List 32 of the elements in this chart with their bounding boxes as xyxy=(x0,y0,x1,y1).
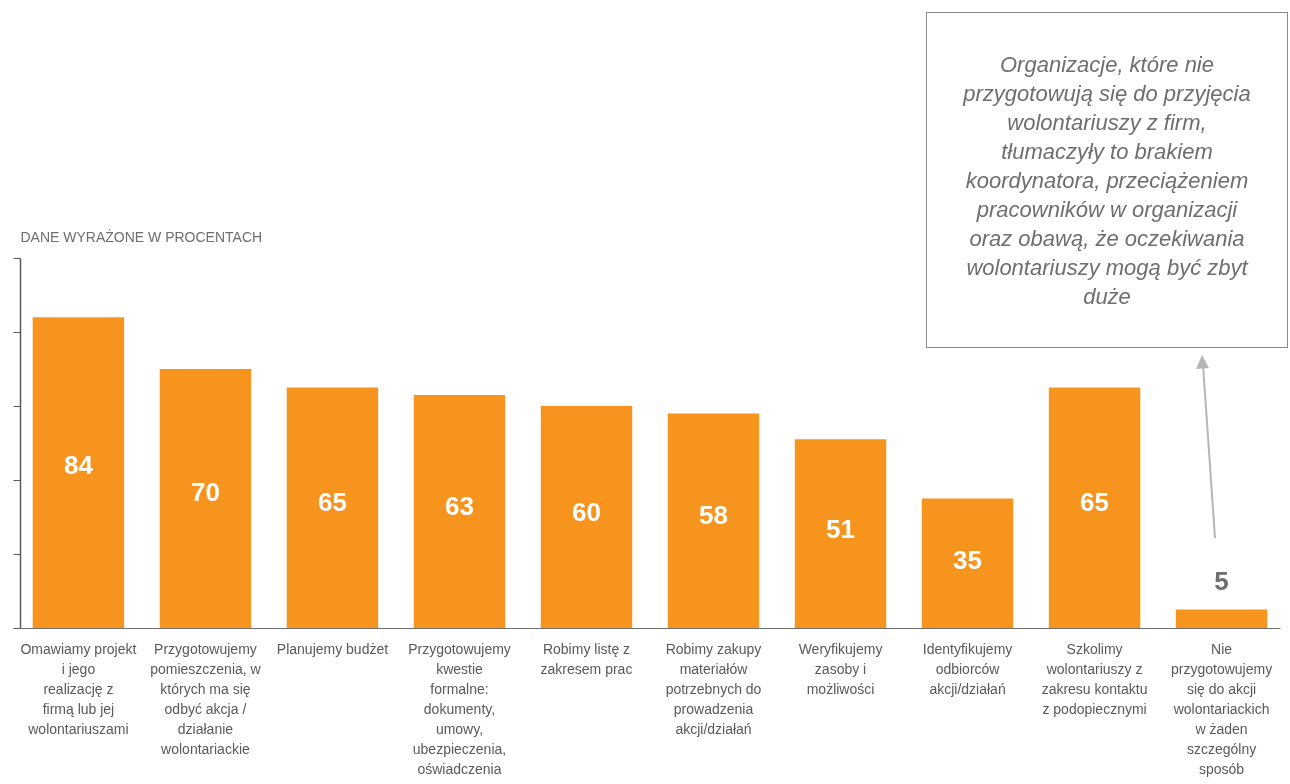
bar xyxy=(413,394,506,628)
bar xyxy=(921,498,1014,628)
data-label: 70 xyxy=(190,477,220,508)
data-label: 5 xyxy=(1214,565,1229,596)
x-tick-label: Weryfikujemy zasoby i możliwości xyxy=(798,640,883,697)
x-tick-label: Przygotowujemy kwestie formalne: dokumenty, umowy, ubezpieczenia, oświadczenia xyxy=(408,640,511,777)
y-axis-title: DANE WYRAŻONE W PROCENTACH xyxy=(20,227,263,245)
bar xyxy=(540,406,633,628)
x-tick-label: Przygotowujemy pomieszczenia, w których ma się odbyć akcja / działanie wolontariackie xyxy=(150,640,262,757)
data-label: 65 xyxy=(318,486,347,517)
data-label: 35 xyxy=(953,544,982,575)
x-tick-label: Szkolimy wolontariuszy z zakresu kontaktu z podopiecznymi xyxy=(1041,640,1148,717)
text: Organizacje, które nie przygotowują się do przyjęcia wolontariuszy z firm, tłumaczyły to brakiem koordynatora, przeciążeniem pracowników w organizacji oraz obawą, że oczekiwania wolontariuszy mogą być zbyt duże xyxy=(963,51,1251,309)
data-label: 58 xyxy=(699,500,728,531)
bar xyxy=(159,369,252,628)
data-label: 65 xyxy=(1080,486,1110,517)
bar xyxy=(1048,387,1141,628)
x-tick-label: Robimy zakupy materiałów potrzebnych do prowadzenia akcji/działań xyxy=(665,640,762,737)
bar xyxy=(286,387,379,628)
x-tick-label: Robimy listę z zakresem prac xyxy=(540,640,633,677)
x-tick-label: Identyfikujemy odbiorców akcji/działań xyxy=(922,640,1013,697)
data-label: 84 xyxy=(63,450,94,481)
data-label: 60 xyxy=(572,496,601,527)
data-label: 51 xyxy=(826,513,855,544)
data-label: 63 xyxy=(445,490,474,521)
x-tick-label: Omawiamy projekt i jego realizację z firmą lub jej wolontariuszami xyxy=(20,640,137,737)
x-tick-label: Nie przygotowujemy się do akcji wolontariackich w żaden szczególny sposób xyxy=(1170,640,1273,777)
bar xyxy=(667,413,760,628)
bar xyxy=(794,439,887,628)
x-tick-label: Planujemy budżet xyxy=(276,640,389,657)
bar xyxy=(32,317,125,628)
bar xyxy=(1175,609,1268,628)
